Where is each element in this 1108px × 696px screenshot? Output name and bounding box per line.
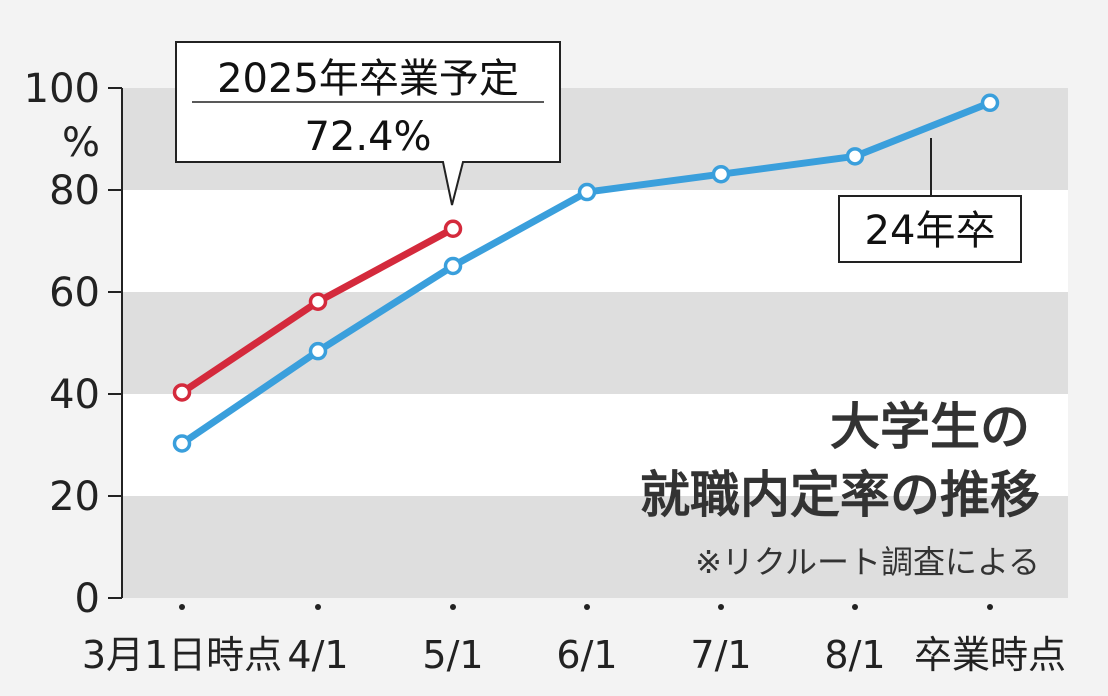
x-tick-4 xyxy=(718,604,724,610)
series-1-point-2 xyxy=(443,256,463,276)
x-tick-2 xyxy=(450,604,456,610)
callout-2025: 2025年卒業予定 72.4% xyxy=(175,41,561,206)
x-tick-label-1: 4/1 xyxy=(287,633,348,677)
series-1-point-1 xyxy=(308,341,328,361)
callout-2025-title: 2025年卒業予定 xyxy=(217,56,519,102)
x-tick-6 xyxy=(987,604,993,610)
y-tick-label-80: 80 xyxy=(49,168,100,214)
x-tick-label-0: 3月1日時点 xyxy=(82,633,282,677)
series-1-point-6 xyxy=(980,93,1000,113)
grid-band-1 xyxy=(122,292,1068,394)
x-axis: 3月1日時点 4/1 5/1 6/1 7/1 8/1 卒業時点 xyxy=(82,604,1066,677)
series-0-point-2 xyxy=(443,219,463,239)
y-axis: 0 20 40 60 80 100 xyxy=(24,66,123,622)
grid-band-white-1 xyxy=(122,394,1068,496)
callout-2025-value: 72.4% xyxy=(304,114,431,160)
x-tick-label-4: 7/1 xyxy=(690,633,751,677)
x-tick-label-3: 6/1 xyxy=(556,633,617,677)
x-tick-label-2: 5/1 xyxy=(422,633,483,677)
y-tick-label-0: 0 xyxy=(75,576,100,622)
x-tick-1 xyxy=(315,604,321,610)
series-1-point-0 xyxy=(172,434,192,453)
source-note: ※リクルート調査による xyxy=(695,543,1040,581)
grid-band-2 xyxy=(122,496,1068,598)
x-tick-label-5: 8/1 xyxy=(824,633,885,677)
chart-title: 大学生の xyxy=(830,398,1030,456)
y-tick-label-20: 20 xyxy=(49,474,100,520)
y-tick-label-60: 60 xyxy=(49,270,100,316)
callout-24-label: 24年卒 xyxy=(865,208,996,254)
series-layer xyxy=(172,93,1000,453)
x-tick-5 xyxy=(852,604,858,610)
x-tick-label-6: 卒業時点 xyxy=(914,633,1066,677)
series-1-point-4 xyxy=(711,164,731,184)
callout-24-box xyxy=(838,195,1022,263)
y-tick-label-40: 40 xyxy=(49,372,100,418)
callout-24: 24年卒 xyxy=(838,138,1022,263)
callout-2025-box xyxy=(175,41,561,206)
x-tick-3 xyxy=(584,604,590,610)
series-1-point-5 xyxy=(845,147,865,166)
series-0-point-0 xyxy=(172,383,192,402)
chart-subtitle: 就職内定率の推移 xyxy=(640,466,1040,524)
y-unit-label: % xyxy=(62,120,100,166)
series-1-point-3 xyxy=(577,182,597,202)
series-0-point-1 xyxy=(308,292,328,311)
x-tick-0 xyxy=(179,604,185,610)
y-tick-label-100: 100 xyxy=(24,66,100,112)
